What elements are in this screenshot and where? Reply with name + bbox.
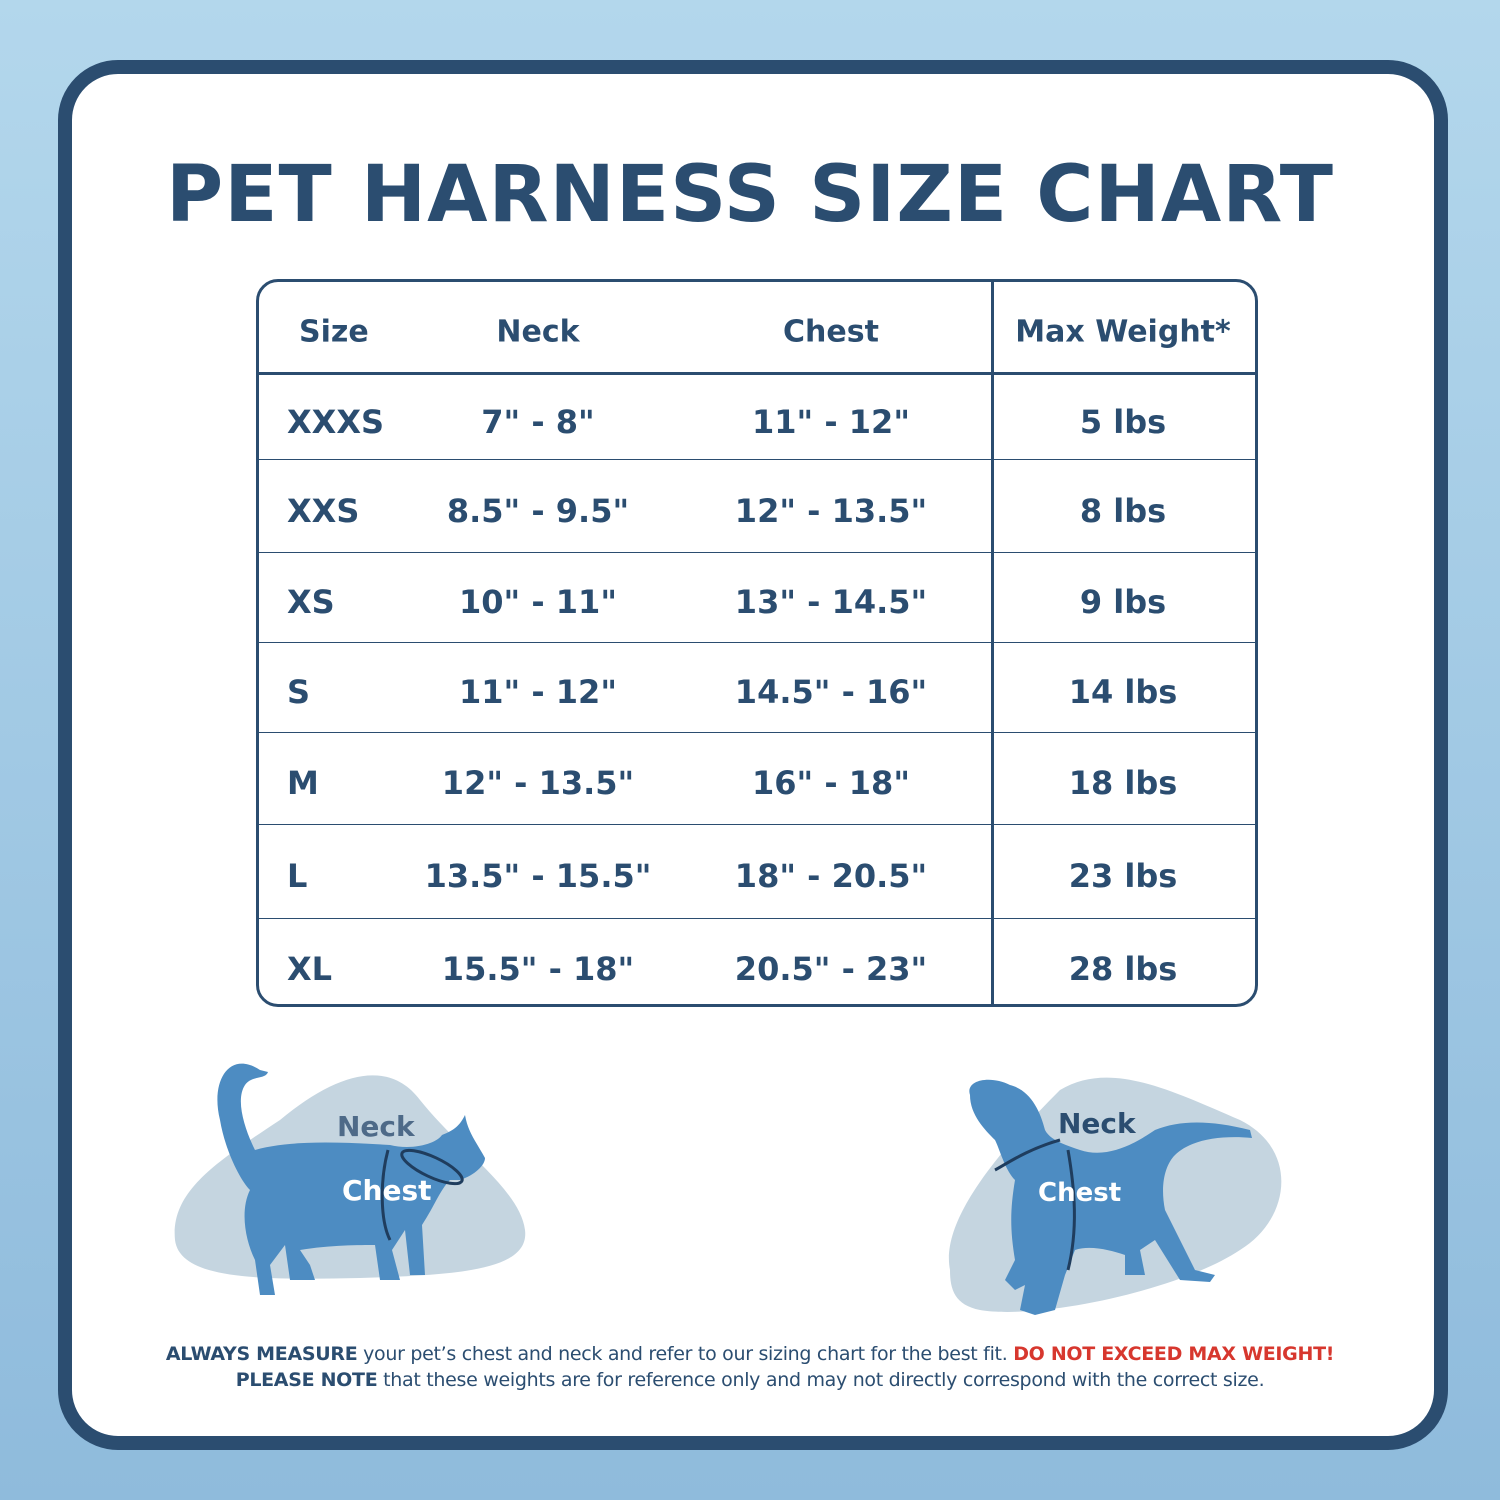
cell-max-weight: 5 lbs xyxy=(1079,402,1167,441)
cat-illustration xyxy=(174,1063,526,1295)
column-divider xyxy=(991,282,994,1004)
table-row xyxy=(259,643,1255,733)
table-header xyxy=(259,282,1255,375)
size-table: Size Neck Chest Max Weight* XXXS 7" - 8" 11" -… xyxy=(256,279,1258,1007)
cell-size: XS xyxy=(287,583,335,621)
dog-illustration xyxy=(948,1077,1282,1315)
cat-chest-label: Chest xyxy=(342,1174,432,1207)
table-row xyxy=(259,825,1255,919)
cell-max-weight: 9 lbs xyxy=(1079,583,1167,621)
cell-chest: 14.5" - 16" xyxy=(734,673,928,711)
measure-instructions: your pet’s chest and neck and refer to o… xyxy=(357,1343,1014,1365)
cell-chest: 11" - 12" xyxy=(752,402,910,441)
cell-chest: 18" - 20.5" xyxy=(734,857,928,895)
cell-neck: 12" - 13.5" xyxy=(441,764,635,802)
cell-neck: 15.5" - 18" xyxy=(441,949,635,988)
cell-max-weight: 23 lbs xyxy=(1068,857,1178,895)
header-size: Size xyxy=(299,314,369,350)
cell-chest: 20.5" - 23" xyxy=(734,949,928,988)
table-row xyxy=(259,460,1255,553)
dog-silhouette xyxy=(969,1079,1252,1315)
dog-neck-label: Neck xyxy=(1058,1107,1136,1140)
cell-max-weight: 28 lbs xyxy=(1068,949,1178,988)
page-title: PET HARNESS SIZE CHART xyxy=(166,150,1334,240)
cell-size: M xyxy=(287,764,319,802)
cell-neck: 13.5" - 15.5" xyxy=(424,857,652,895)
cell-size: S xyxy=(287,673,311,711)
cell-max-weight: 8 lbs xyxy=(1079,491,1167,530)
cell-size: XL xyxy=(287,949,333,988)
please-note-text: PLEASE NOTE xyxy=(235,1369,378,1391)
cell-chest: 13" - 14.5" xyxy=(734,583,928,621)
table-row xyxy=(259,733,1255,825)
cell-size: XXXS xyxy=(287,402,385,441)
table-row xyxy=(259,375,1255,460)
footer-line-2: PLEASE NOTE that these weights are for r… xyxy=(0,1369,1500,1391)
cell-neck: 8.5" - 9.5" xyxy=(446,491,630,530)
dog-chest-label: Chest xyxy=(1038,1178,1122,1208)
cell-size: XXS xyxy=(287,491,360,530)
header-max-weight: Max Weight* xyxy=(1015,314,1231,350)
max-weight-warning: DO NOT EXCEED MAX WEIGHT! xyxy=(1013,1343,1335,1365)
footer-line-1: ALWAYS MEASURE your pet’s chest and neck… xyxy=(0,1343,1500,1365)
cell-max-weight: 18 lbs xyxy=(1068,764,1178,802)
cell-chest: 16" - 18" xyxy=(752,764,910,802)
cell-max-weight: 14 lbs xyxy=(1068,673,1178,711)
always-measure-text: ALWAYS MEASURE xyxy=(165,1343,358,1365)
cell-neck: 11" - 12" xyxy=(459,673,617,711)
cell-neck: 10" - 11" xyxy=(459,583,617,621)
note-text: that these weights are for reference onl… xyxy=(377,1369,1265,1391)
header-chest: Chest xyxy=(783,314,879,350)
cat-silhouette xyxy=(217,1063,486,1295)
table-row xyxy=(259,553,1255,643)
cell-chest: 12" - 13.5" xyxy=(734,491,928,530)
cat-neck-label: Neck xyxy=(337,1110,415,1143)
header-neck: Neck xyxy=(496,314,580,350)
cell-neck: 7" - 8" xyxy=(481,402,595,441)
cell-size: L xyxy=(287,857,308,895)
